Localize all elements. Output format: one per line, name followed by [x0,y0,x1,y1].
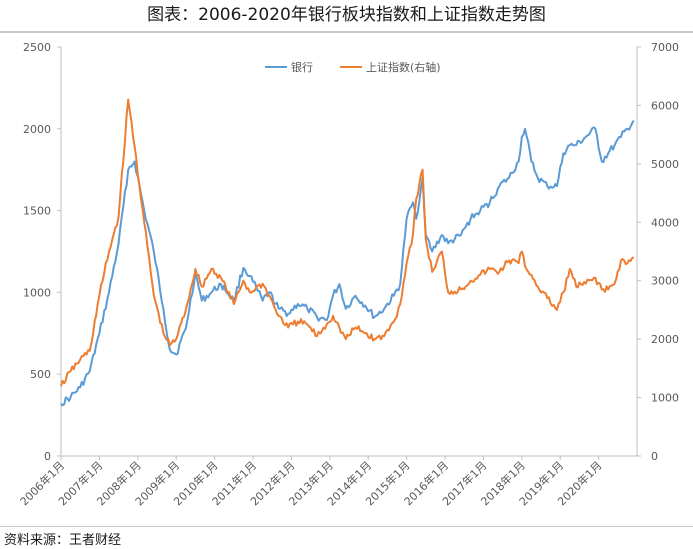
y-left-tick-label: 2500 [23,41,51,54]
chart-axes: 0 500 1000 1500 2000 2500 0 1000 2000 3000 4000 500… [17,41,679,508]
y-right-tick-label: 2000 [651,333,679,346]
y-left-tick-label: 1500 [23,205,51,218]
y-right-tick-label: 6000 [651,99,679,112]
y-right-tick-label: 3000 [651,275,679,288]
y-left-tick-label: 2000 [23,123,51,136]
chart-legend: 银行 上证指数(右轴) [265,60,441,74]
y-left-tick-label: 0 [44,450,51,463]
series-line [60,120,635,407]
source-divider [0,526,693,527]
legend-label: 银行 [291,60,313,74]
source-note: 资料来源：王者财经 [4,533,122,548]
y-left-tick-label: 500 [30,368,51,381]
chart-title: 图表：2006-2020年银行板块指数和上证指数走势图 [147,5,546,25]
y-left-tick-label: 1000 [23,286,51,299]
y-right-tick-label: 5000 [651,158,679,171]
series-layer [60,98,635,407]
y-right-tick-label: 4000 [651,216,679,229]
y-right-tick-label: 0 [651,450,658,463]
title-divider [0,31,693,33]
legend-label: 上证指数(右轴) [366,60,441,74]
line-chart: 0 500 1000 1500 2000 2500 0 1000 2000 3000 4000 500… [17,41,679,508]
y-right-tick-label: 7000 [651,41,679,54]
y-right-tick-label: 1000 [651,392,679,405]
series-line [60,98,635,387]
